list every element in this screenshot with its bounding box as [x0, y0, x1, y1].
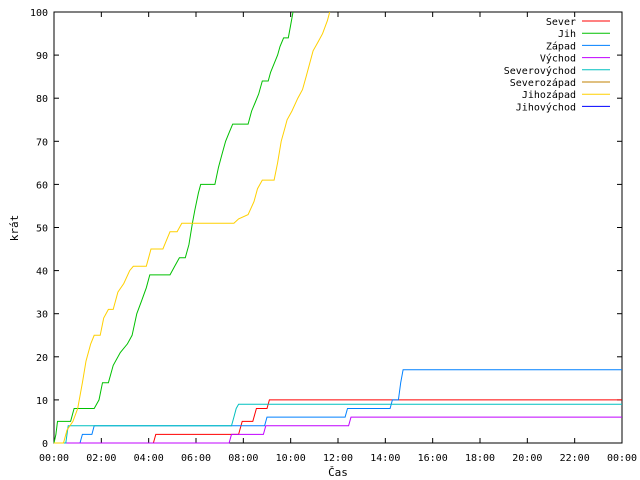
y-tick-label: 50 — [36, 224, 48, 235]
series-line-jihozápad — [54, 11, 331, 444]
y-tick-label: 30 — [36, 310, 48, 321]
legend-label: Jihovýchod — [516, 101, 576, 113]
y-tick-label: 70 — [36, 137, 48, 148]
y-tick-label: 40 — [36, 267, 48, 278]
series-line-východ — [54, 416, 622, 444]
x-tick-label: 14:00 — [370, 453, 400, 464]
x-tick-label: 06:00 — [181, 453, 211, 464]
series-line-sever — [54, 399, 622, 444]
y-tick-label: 0 — [42, 439, 48, 450]
x-tick-label: 12:00 — [323, 453, 353, 464]
legend-label: Sever — [546, 17, 576, 28]
legend-label: Východ — [540, 53, 576, 65]
x-tick-label: 20:00 — [512, 453, 542, 464]
legend-label: Severozápad — [510, 77, 576, 89]
y-tick-label: 100 — [30, 8, 48, 19]
y-tick-label: 80 — [36, 94, 48, 105]
x-tick-label: 00:00 — [607, 453, 637, 464]
y-tick-label: 20 — [36, 353, 48, 364]
y-axis-label: krát — [8, 215, 21, 242]
y-tick-label: 60 — [36, 180, 48, 191]
legend-label: Severovýchod — [504, 65, 576, 77]
x-tick-label: 18:00 — [465, 453, 495, 464]
x-tick-label: 22:00 — [560, 453, 590, 464]
x-axis-label: Čas — [328, 466, 348, 479]
x-tick-label: 00:00 — [39, 453, 69, 464]
series-line-západ — [54, 369, 622, 444]
legend-label: Jih — [558, 29, 576, 40]
axis-ticks: 00:00 02:00 04:00 06:00 08:00 10:00 12:00 14:00… — [30, 8, 637, 464]
series-line-severovýchod — [54, 403, 622, 444]
x-tick-label: 04:00 — [134, 453, 164, 464]
y-tick-label: 90 — [36, 51, 48, 62]
legend: SeverJihZápadVýchodSeverovýchodSeverozáp… — [504, 17, 610, 113]
series-line-jih — [53, 11, 294, 444]
legend-label: Západ — [546, 40, 576, 52]
x-tick-label: 10:00 — [276, 453, 306, 464]
x-tick-label: 16:00 — [418, 453, 448, 464]
x-tick-label: 02:00 — [86, 453, 116, 464]
legend-label: Jihozápad — [522, 89, 576, 101]
series-layer — [53, 11, 622, 444]
x-tick-label: 08:00 — [228, 453, 258, 464]
y-tick-label: 10 — [36, 396, 48, 407]
